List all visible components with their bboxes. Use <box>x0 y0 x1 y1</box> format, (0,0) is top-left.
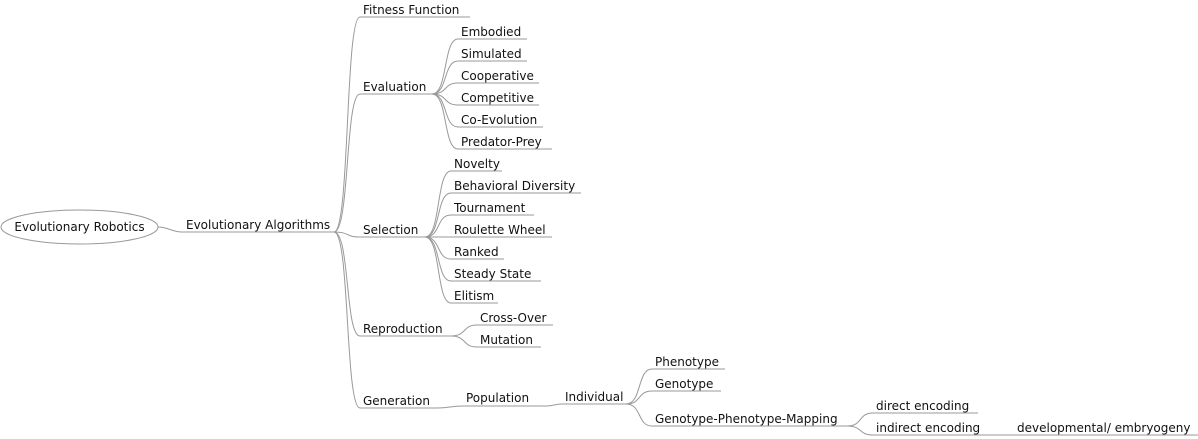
node-steady-state[interactable]: Steady State <box>454 267 532 281</box>
edge-ea-generation <box>333 231 437 409</box>
node-behavioral-diversity[interactable]: Behavioral Diversity <box>454 179 576 193</box>
node-cooperative[interactable]: Cooperative <box>461 69 534 83</box>
node-individual[interactable]: Individual <box>565 390 624 404</box>
node-selection[interactable]: Selection <box>363 223 419 237</box>
root-node[interactable]: Evolutionary Robotics <box>14 220 145 234</box>
edge-ea-selection <box>333 231 425 238</box>
edge-evaluation-simulated <box>431 60 527 95</box>
node-mutation[interactable]: Mutation <box>480 333 534 347</box>
node-indirect-encoding[interactable]: indirect encoding <box>876 421 981 435</box>
node-reproduction[interactable]: Reproduction <box>363 322 443 336</box>
node-population[interactable]: Population <box>466 391 530 405</box>
node-predator-prey[interactable]: Predator-Prey <box>461 135 542 149</box>
node-developmental-embryogeny[interactable]: developmental/ embryogeny <box>1017 421 1191 435</box>
node-ranked[interactable]: Ranked <box>454 245 499 259</box>
node-roulette-wheel[interactable]: Roulette Wheel <box>454 223 546 237</box>
node-elitism[interactable]: Elitism <box>454 289 495 303</box>
edge-individual-phenotype <box>625 368 725 405</box>
edge-evaluation-predator <box>431 93 552 150</box>
node-fitness-function[interactable]: Fitness Function <box>363 3 460 17</box>
edge-gpmap-direct <box>846 412 978 427</box>
edge-gpmap-indirect <box>846 425 990 436</box>
edge-selection-behavioral <box>424 192 581 238</box>
edge-selection-elitism <box>424 236 498 304</box>
node-embodied[interactable]: Embodied <box>461 25 522 39</box>
edge-root-ea <box>157 226 334 233</box>
node-competitive[interactable]: Competitive <box>461 91 534 105</box>
node-generation[interactable]: Generation <box>363 394 430 408</box>
node-genotype-phenotype-mapping[interactable]: Genotype-Phenotype-Mapping <box>655 412 838 426</box>
edge-evaluation-competitive <box>431 93 539 106</box>
edge-selection-tournament <box>424 214 534 238</box>
node-tournament[interactable]: Tournament <box>454 201 526 215</box>
edge-generation-population <box>436 405 546 409</box>
edge-ea-evaluation <box>333 93 432 233</box>
edge-reproduction-mutation <box>450 335 541 348</box>
edge-evaluation-embodied <box>431 38 527 95</box>
node-phenotype[interactable]: Phenotype <box>655 355 719 369</box>
edge-evaluation-cooperative <box>431 82 539 95</box>
node-simulated[interactable]: Simulated <box>461 47 522 61</box>
node-co-evolution[interactable]: Co-Evolution <box>461 113 538 127</box>
edge-ea-reproduction <box>333 231 451 337</box>
edge-ea-fitness <box>333 16 470 233</box>
node-evaluation[interactable]: Evaluation <box>363 80 427 94</box>
node-genotype[interactable]: Genotype <box>655 377 714 391</box>
node-novelty[interactable]: Novelty <box>454 157 500 171</box>
edge-selection-steady <box>424 236 541 282</box>
node-direct-encoding[interactable]: direct encoding <box>876 399 970 413</box>
edge-evaluation-coevolution <box>431 93 543 128</box>
edge-individual-genotype <box>625 390 721 405</box>
edge-individual-gpmap <box>625 403 847 427</box>
edge-selection-novelty <box>424 170 502 238</box>
node-evolutionary-algorithms[interactable]: Evolutionary Algorithms <box>186 218 331 232</box>
node-cross-over[interactable]: Cross-Over <box>480 311 547 325</box>
edge-population-individual <box>545 403 626 407</box>
edge-reproduction-crossover <box>450 324 553 337</box>
